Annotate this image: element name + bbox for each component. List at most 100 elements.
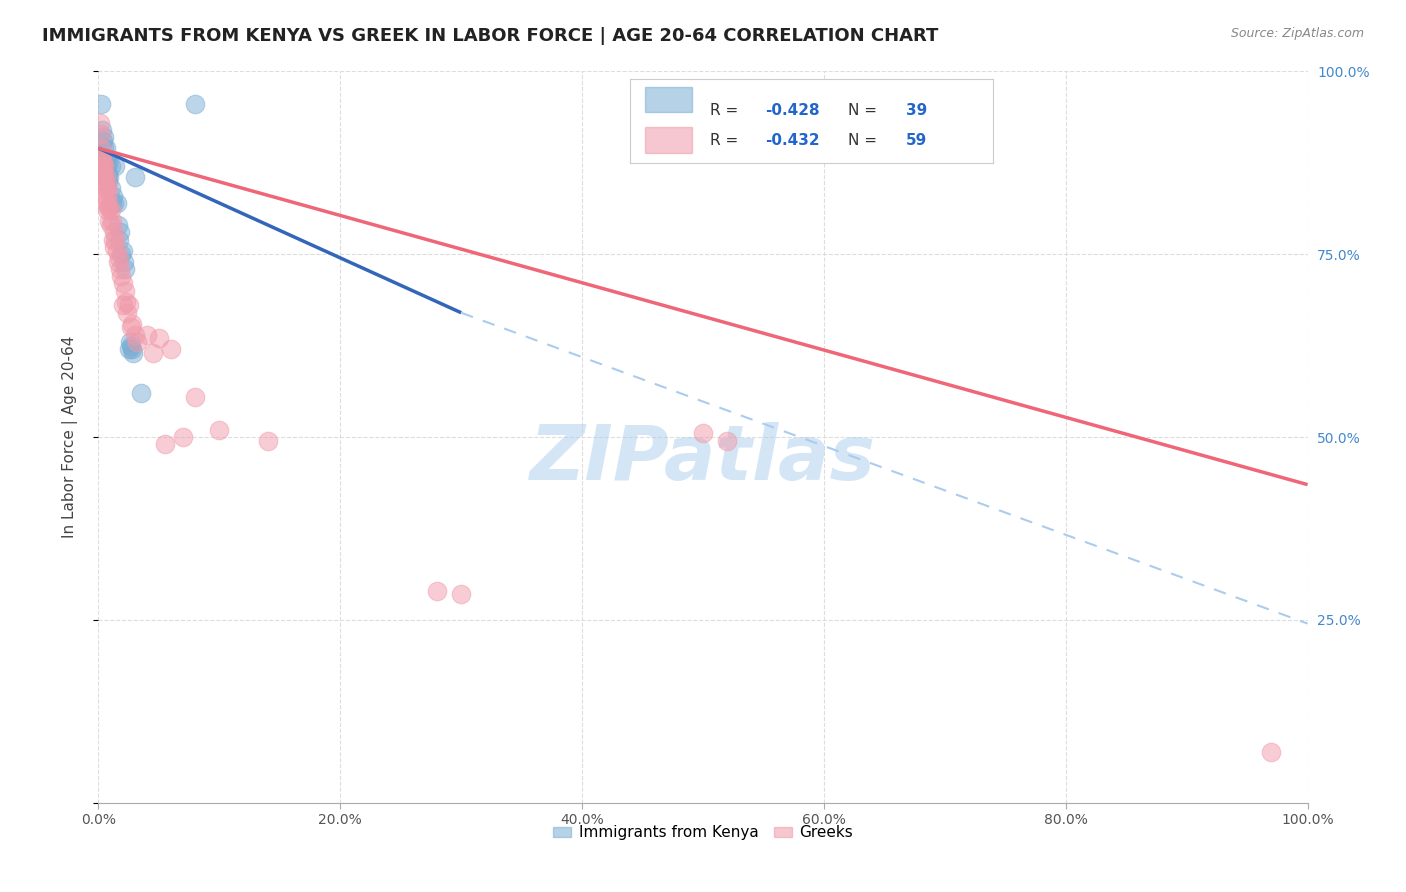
Point bbox=[97, 200, 120, 214]
Point bbox=[108, 233, 131, 247]
Point bbox=[105, 244, 128, 258]
Point bbox=[100, 160, 122, 174]
Point bbox=[91, 134, 114, 148]
Point bbox=[160, 343, 183, 357]
Point bbox=[101, 233, 124, 247]
Point bbox=[114, 261, 136, 276]
Point bbox=[129, 386, 152, 401]
Point bbox=[91, 163, 114, 178]
Point bbox=[110, 269, 132, 284]
Point bbox=[93, 141, 115, 155]
Point bbox=[103, 240, 125, 254]
Point bbox=[111, 298, 134, 312]
Point bbox=[115, 294, 138, 309]
Point bbox=[97, 174, 120, 188]
Point bbox=[90, 141, 112, 155]
Point bbox=[100, 203, 122, 218]
Point bbox=[97, 156, 120, 170]
Point bbox=[93, 160, 115, 174]
Point bbox=[91, 156, 114, 170]
Point bbox=[96, 152, 118, 166]
Point bbox=[101, 188, 124, 202]
Point bbox=[124, 327, 146, 342]
Point bbox=[91, 152, 114, 166]
Point bbox=[93, 167, 115, 181]
Point bbox=[96, 160, 118, 174]
Point bbox=[94, 170, 117, 185]
Point bbox=[120, 338, 142, 352]
Point bbox=[110, 247, 132, 261]
Point bbox=[148, 331, 170, 345]
Point bbox=[103, 196, 125, 211]
Point bbox=[89, 115, 111, 129]
Point bbox=[107, 218, 129, 232]
Point bbox=[118, 298, 141, 312]
Point bbox=[94, 181, 117, 195]
Point bbox=[104, 233, 127, 247]
Point bbox=[97, 167, 120, 181]
Point bbox=[96, 203, 118, 218]
Point bbox=[127, 334, 149, 349]
Point bbox=[93, 188, 115, 202]
Point bbox=[692, 426, 714, 441]
Point bbox=[124, 170, 146, 185]
Legend: Immigrants from Kenya, Greeks: Immigrants from Kenya, Greeks bbox=[547, 819, 859, 847]
Point bbox=[96, 170, 118, 185]
Point bbox=[208, 423, 231, 437]
Point bbox=[104, 160, 127, 174]
Point bbox=[91, 123, 114, 137]
Point bbox=[121, 343, 143, 357]
Point bbox=[98, 214, 121, 228]
Point bbox=[91, 160, 114, 174]
Point bbox=[93, 178, 115, 192]
Point bbox=[100, 214, 122, 228]
Point bbox=[96, 178, 118, 192]
Point bbox=[107, 254, 129, 268]
Point bbox=[118, 334, 141, 349]
Point bbox=[94, 152, 117, 166]
Point bbox=[100, 218, 122, 232]
Point bbox=[135, 327, 157, 342]
Point bbox=[184, 390, 207, 404]
Point bbox=[96, 193, 118, 207]
Point bbox=[100, 181, 122, 195]
Point bbox=[89, 152, 111, 166]
Point bbox=[426, 583, 449, 598]
Point bbox=[114, 284, 136, 298]
Point bbox=[111, 244, 134, 258]
Point bbox=[98, 170, 121, 185]
Point bbox=[108, 261, 131, 276]
Point bbox=[118, 343, 141, 357]
Point bbox=[120, 320, 142, 334]
Text: ZIPatlas: ZIPatlas bbox=[530, 422, 876, 496]
Point bbox=[94, 141, 117, 155]
Point bbox=[450, 587, 472, 601]
Point bbox=[111, 277, 134, 291]
Point bbox=[184, 97, 207, 112]
Y-axis label: In Labor Force | Age 20-64: In Labor Force | Age 20-64 bbox=[62, 336, 77, 538]
Point bbox=[91, 170, 114, 185]
Point bbox=[1260, 745, 1282, 759]
Point bbox=[142, 346, 165, 360]
Point bbox=[97, 185, 120, 199]
Point bbox=[122, 346, 145, 360]
Point bbox=[716, 434, 738, 448]
Point bbox=[256, 434, 278, 448]
Point bbox=[108, 251, 131, 265]
Point bbox=[108, 225, 131, 239]
Point bbox=[98, 200, 121, 214]
Point bbox=[153, 437, 176, 451]
Point bbox=[121, 317, 143, 331]
Text: IMMIGRANTS FROM KENYA VS GREEK IN LABOR FORCE | AGE 20-64 CORRELATION CHART: IMMIGRANTS FROM KENYA VS GREEK IN LABOR … bbox=[42, 27, 939, 45]
Point bbox=[94, 196, 117, 211]
Point bbox=[91, 152, 114, 166]
Point bbox=[103, 225, 125, 239]
Point bbox=[93, 156, 115, 170]
Point bbox=[94, 163, 117, 178]
Point bbox=[172, 430, 194, 444]
Point bbox=[117, 306, 139, 320]
Point bbox=[93, 130, 115, 145]
Point bbox=[90, 127, 112, 141]
Point bbox=[112, 254, 135, 268]
Point bbox=[105, 196, 128, 211]
